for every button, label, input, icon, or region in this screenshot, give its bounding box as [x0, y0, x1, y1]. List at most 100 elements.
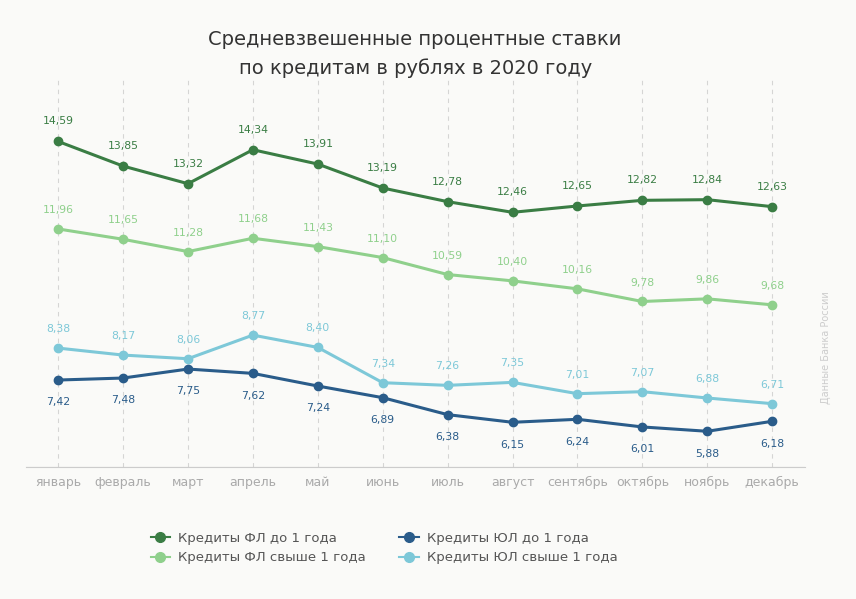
Text: 11,65: 11,65	[108, 215, 139, 225]
Кредиты ЮЛ до 1 года	[443, 411, 453, 418]
Text: 9,86: 9,86	[695, 275, 719, 285]
Text: 10,16: 10,16	[562, 265, 593, 275]
Кредиты ФЛ до 1 года	[702, 196, 712, 203]
Кредиты ЮЛ свыше 1 года	[443, 382, 453, 389]
Кредиты ЮЛ свыше 1 года	[377, 379, 388, 386]
Кредиты ЮЛ свыше 1 года	[247, 331, 258, 338]
Кредиты ФЛ до 1 года	[183, 180, 193, 187]
Text: 8,17: 8,17	[111, 331, 135, 341]
Кредиты ФЛ свыше 1 года	[183, 248, 193, 255]
Кредиты ЮЛ свыше 1 года	[508, 379, 518, 386]
Text: 12,46: 12,46	[497, 187, 528, 197]
Кредиты ЮЛ до 1 года	[377, 394, 388, 401]
Кредиты ЮЛ свыше 1 года	[573, 390, 583, 397]
Кредиты ФЛ свыше 1 года	[637, 298, 647, 305]
Line: Кредиты ЮЛ свыше 1 года: Кредиты ЮЛ свыше 1 года	[54, 331, 776, 408]
Text: 13,91: 13,91	[302, 139, 333, 149]
Text: 6,18: 6,18	[760, 438, 784, 449]
Кредиты ФЛ свыше 1 года	[508, 277, 518, 285]
Text: 7,75: 7,75	[175, 386, 200, 397]
Line: Кредиты ЮЛ до 1 года: Кредиты ЮЛ до 1 года	[54, 365, 776, 435]
Кредиты ЮЛ до 1 года	[702, 428, 712, 435]
Text: 7,48: 7,48	[111, 395, 135, 406]
Кредиты ЮЛ до 1 года	[247, 370, 258, 377]
Text: 13,32: 13,32	[172, 159, 204, 169]
Кредиты ЮЛ до 1 года	[183, 365, 193, 373]
Кредиты ФЛ до 1 года	[443, 198, 453, 205]
Text: 6,15: 6,15	[501, 440, 525, 450]
Кредиты ЮЛ до 1 года	[508, 419, 518, 426]
Кредиты ЮЛ до 1 года	[312, 382, 323, 389]
Text: 7,62: 7,62	[241, 391, 265, 401]
Text: 7,01: 7,01	[565, 370, 590, 380]
Text: 11,10: 11,10	[367, 234, 398, 244]
Text: 5,88: 5,88	[695, 449, 719, 459]
Text: 13,19: 13,19	[367, 163, 398, 173]
Line: Кредиты ФЛ до 1 года: Кредиты ФЛ до 1 года	[54, 137, 776, 216]
Кредиты ФЛ до 1 года	[508, 208, 518, 216]
Кредиты ЮЛ свыше 1 года	[53, 344, 63, 352]
Text: 7,24: 7,24	[306, 403, 330, 413]
Кредиты ФЛ до 1 года	[637, 196, 647, 204]
Text: 14,59: 14,59	[43, 116, 74, 126]
Кредиты ЮЛ до 1 года	[53, 376, 63, 383]
Legend: Кредиты ФЛ до 1 года, Кредиты ФЛ свыше 1 года, Кредиты ЮЛ до 1 года, Кредиты ЮЛ : Кредиты ФЛ до 1 года, Кредиты ФЛ свыше 1…	[146, 527, 622, 570]
Кредиты ФЛ свыше 1 года	[767, 301, 777, 308]
Кредиты ФЛ свыше 1 года	[702, 295, 712, 302]
Кредиты ЮЛ до 1 года	[637, 423, 647, 431]
Text: 9,68: 9,68	[760, 281, 784, 291]
Кредиты ЮЛ свыше 1 года	[637, 388, 647, 395]
Кредиты ЮЛ свыше 1 года	[312, 344, 323, 351]
Text: 7,07: 7,07	[630, 368, 655, 378]
Text: 12,82: 12,82	[627, 176, 658, 185]
Text: 14,34: 14,34	[237, 125, 269, 135]
Кредиты ФЛ до 1 года	[573, 202, 583, 210]
Кредиты ЮЛ до 1 года	[573, 416, 583, 423]
Text: 6,01: 6,01	[630, 444, 655, 454]
Text: 11,43: 11,43	[302, 223, 333, 232]
Кредиты ФЛ свыше 1 года	[377, 254, 388, 261]
Text: 7,34: 7,34	[371, 359, 395, 369]
Text: 11,28: 11,28	[172, 228, 204, 238]
Text: 10,59: 10,59	[432, 250, 463, 261]
Text: 7,35: 7,35	[501, 358, 525, 368]
Кредиты ФЛ свыше 1 года	[118, 235, 128, 243]
Кредиты ФЛ до 1 года	[118, 162, 128, 170]
Text: 12,84: 12,84	[692, 175, 722, 184]
Кредиты ФЛ свыше 1 года	[53, 225, 63, 232]
Text: 7,26: 7,26	[436, 361, 460, 371]
Text: 6,89: 6,89	[371, 415, 395, 425]
Кредиты ЮЛ свыше 1 года	[767, 400, 777, 407]
Кредиты ФЛ до 1 года	[377, 184, 388, 192]
Кредиты ЮЛ свыше 1 года	[702, 394, 712, 401]
Text: 6,24: 6,24	[565, 437, 590, 447]
Title: Средневзвешенные процентные ставки
по кредитам в рублях в 2020 году: Средневзвешенные процентные ставки по кр…	[209, 30, 621, 78]
Text: 8,06: 8,06	[175, 335, 200, 345]
Text: 13,85: 13,85	[108, 141, 139, 151]
Кредиты ФЛ свыше 1 года	[443, 271, 453, 278]
Text: 12,65: 12,65	[562, 181, 593, 191]
Кредиты ФЛ до 1 года	[312, 161, 323, 168]
Line: Кредиты ФЛ свыше 1 года: Кредиты ФЛ свыше 1 года	[54, 225, 776, 309]
Кредиты ФЛ свыше 1 года	[573, 285, 583, 292]
Text: 8,77: 8,77	[241, 311, 265, 321]
Text: Данные Банка России: Данные Банка России	[821, 291, 831, 404]
Text: 6,88: 6,88	[695, 374, 719, 384]
Text: 10,40: 10,40	[496, 257, 528, 267]
Text: 12,63: 12,63	[757, 181, 788, 192]
Кредиты ФЛ свыше 1 года	[247, 235, 258, 242]
Text: 8,40: 8,40	[306, 323, 330, 334]
Кредиты ЮЛ свыше 1 года	[183, 355, 193, 362]
Text: 6,71: 6,71	[760, 380, 784, 390]
Text: 11,68: 11,68	[237, 214, 269, 224]
Text: 7,42: 7,42	[46, 397, 70, 407]
Кредиты ФЛ до 1 года	[53, 138, 63, 145]
Кредиты ФЛ до 1 года	[247, 146, 258, 153]
Кредиты ЮЛ до 1 года	[767, 418, 777, 425]
Text: 12,78: 12,78	[432, 177, 463, 187]
Text: 8,38: 8,38	[46, 324, 70, 334]
Text: 6,38: 6,38	[436, 432, 460, 442]
Кредиты ФЛ свыше 1 года	[312, 243, 323, 250]
Text: 9,78: 9,78	[630, 277, 655, 288]
Text: 11,96: 11,96	[43, 205, 74, 215]
